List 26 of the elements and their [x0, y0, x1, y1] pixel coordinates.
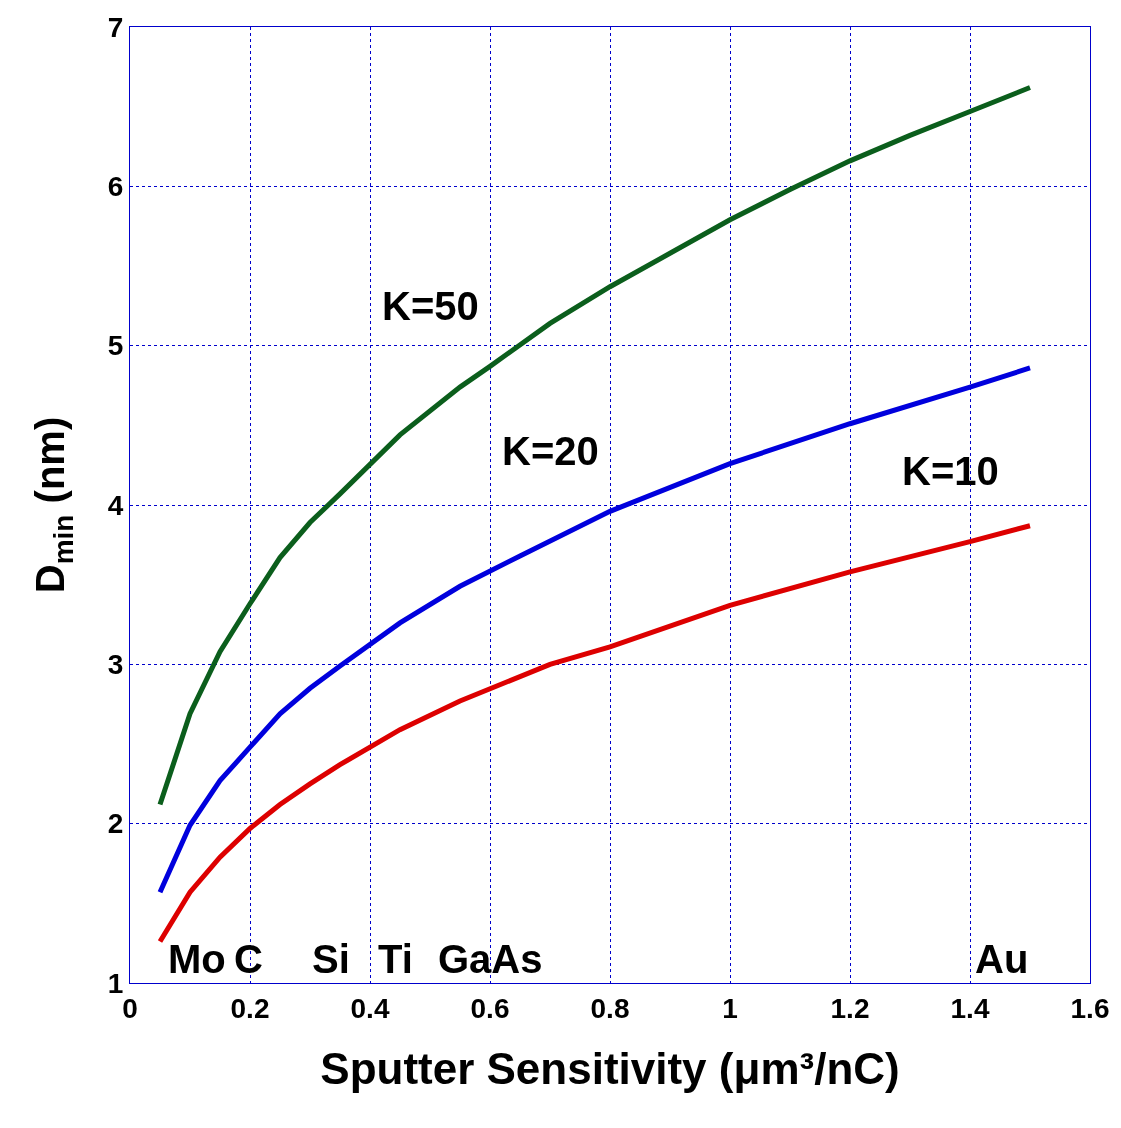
x-tick-label: 0.8	[590, 992, 630, 1024]
y-tick-label: 1	[107, 967, 124, 999]
x-axis-title: Sputter Sensitivity (μm³/nC)	[320, 1043, 900, 1093]
y-tick-label: 3	[107, 649, 124, 681]
annotation: Ti	[378, 937, 413, 981]
series-label: K=20	[502, 429, 599, 473]
annotation: Si	[312, 937, 350, 981]
x-tick-label: 1.2	[830, 992, 870, 1024]
y-tick-label: 2	[107, 808, 124, 840]
y-tick-label: 7	[107, 11, 124, 43]
series-label: K=10	[902, 449, 999, 493]
x-tick-label: 0.4	[350, 992, 390, 1024]
x-tick-label: 0.6	[470, 992, 510, 1024]
y-tick-label: 5	[107, 330, 124, 362]
annotation: C	[234, 937, 263, 981]
y-tick-label: 4	[107, 489, 124, 521]
x-tick-label: 1.4	[950, 992, 990, 1024]
x-tick-label: 1.6	[1070, 992, 1110, 1024]
x-tick-label: 0	[122, 992, 138, 1024]
annotation: GaAs	[438, 937, 543, 981]
x-tick-label: 0.2	[230, 992, 270, 1024]
x-tick-label: 1	[722, 992, 738, 1024]
y-tick-label: 6	[107, 171, 124, 203]
annotation: Au	[975, 937, 1029, 981]
series-label: K=50	[382, 284, 479, 328]
annotation: Mo	[168, 937, 226, 981]
